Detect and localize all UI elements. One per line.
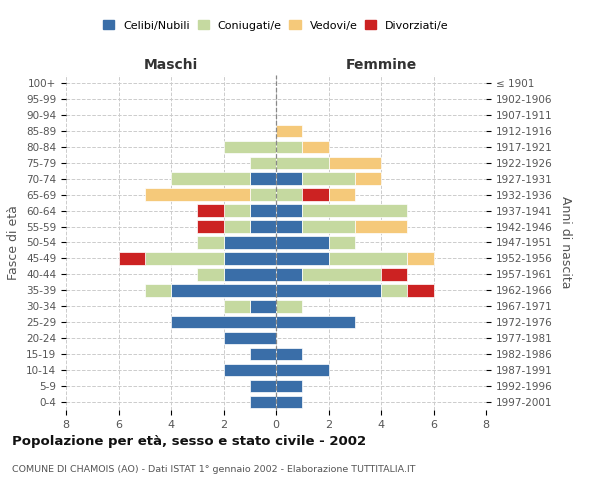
Bar	[302, 268, 381, 280]
Text: Maschi: Maschi	[144, 58, 198, 72]
Bar	[276, 316, 355, 328]
Bar	[276, 252, 329, 264]
Bar	[302, 172, 355, 185]
Bar	[250, 396, 276, 408]
Bar	[197, 220, 223, 233]
Bar	[302, 188, 329, 201]
Bar	[276, 204, 302, 217]
Bar	[276, 348, 302, 360]
Bar	[302, 220, 355, 233]
Bar	[329, 156, 381, 169]
Text: Femmine: Femmine	[346, 58, 416, 72]
Bar	[145, 252, 223, 264]
Bar	[250, 300, 276, 312]
Bar	[355, 172, 381, 185]
Bar	[197, 204, 223, 217]
Bar	[276, 396, 302, 408]
Bar	[276, 220, 302, 233]
Bar	[381, 284, 407, 296]
Bar	[407, 284, 433, 296]
Legend: Celibi/Nubili, Coniugati/e, Vedovi/e, Divorziati/e: Celibi/Nubili, Coniugati/e, Vedovi/e, Di…	[103, 20, 449, 30]
Bar	[197, 236, 223, 248]
Bar	[250, 380, 276, 392]
Y-axis label: Fasce di età: Fasce di età	[7, 205, 20, 280]
Bar	[407, 252, 433, 264]
Bar	[276, 364, 329, 376]
Bar	[223, 268, 276, 280]
Bar	[329, 252, 407, 264]
Bar	[381, 268, 407, 280]
Bar	[276, 284, 381, 296]
Bar	[171, 284, 276, 296]
Bar	[355, 220, 407, 233]
Bar	[329, 188, 355, 201]
Bar	[223, 140, 276, 153]
Bar	[223, 252, 276, 264]
Bar	[250, 156, 276, 169]
Bar	[171, 172, 250, 185]
Bar	[302, 204, 407, 217]
Bar	[250, 348, 276, 360]
Bar	[223, 236, 276, 248]
Bar	[276, 140, 302, 153]
Bar	[276, 172, 302, 185]
Bar	[223, 332, 276, 344]
Text: Popolazione per età, sesso e stato civile - 2002: Popolazione per età, sesso e stato civil…	[12, 435, 366, 448]
Bar	[197, 268, 223, 280]
Bar	[171, 316, 276, 328]
Bar	[223, 220, 250, 233]
Bar	[276, 268, 302, 280]
Y-axis label: Anni di nascita: Anni di nascita	[559, 196, 572, 289]
Bar	[145, 188, 250, 201]
Text: COMUNE DI CHAMOIS (AO) - Dati ISTAT 1° gennaio 2002 - Elaborazione TUTTITALIA.IT: COMUNE DI CHAMOIS (AO) - Dati ISTAT 1° g…	[12, 465, 415, 474]
Bar	[276, 300, 302, 312]
Bar	[276, 236, 329, 248]
Bar	[223, 364, 276, 376]
Bar	[302, 140, 329, 153]
Bar	[276, 124, 302, 137]
Bar	[276, 380, 302, 392]
Bar	[223, 204, 250, 217]
Bar	[329, 236, 355, 248]
Bar	[145, 284, 171, 296]
Bar	[223, 300, 250, 312]
Bar	[250, 188, 276, 201]
Bar	[250, 172, 276, 185]
Bar	[276, 188, 302, 201]
Bar	[250, 204, 276, 217]
Bar	[250, 220, 276, 233]
Bar	[119, 252, 145, 264]
Bar	[276, 156, 329, 169]
